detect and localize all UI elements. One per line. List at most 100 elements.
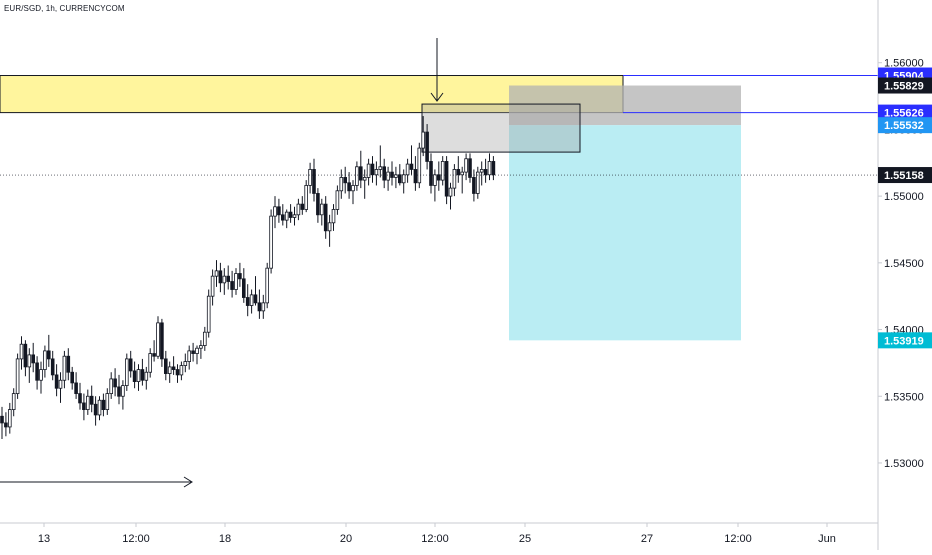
price-tick-label: 1.53000 (884, 458, 924, 470)
time-tick-label: 20 (340, 533, 352, 545)
candle (97, 396, 102, 421)
stop-loss-zone[interactable] (509, 85, 741, 126)
candle-body (50, 358, 55, 376)
candle (238, 262, 242, 287)
candle (327, 214, 332, 247)
candle (362, 169, 367, 199)
candle-body (179, 365, 184, 376)
candle (136, 364, 141, 391)
candle-body (27, 354, 32, 368)
candle (117, 374, 121, 405)
candle-body (62, 355, 67, 381)
overlay-layer (0, 38, 878, 488)
candle-body (82, 402, 86, 410)
time-tick-label: 25 (519, 533, 531, 545)
candle-body (433, 174, 437, 186)
candle (417, 142, 422, 189)
candle-body (491, 161, 496, 176)
candle (433, 169, 437, 202)
candle-body (460, 171, 464, 176)
candle (234, 268, 238, 295)
candle (144, 366, 149, 390)
candle-body (300, 203, 305, 210)
candle-body (132, 370, 137, 382)
candle-body (230, 281, 234, 290)
candle (312, 158, 316, 202)
candle-body (195, 347, 199, 354)
candle (343, 166, 347, 194)
candle (50, 350, 55, 381)
candle-body (140, 369, 145, 381)
price-label: 1.55626 (878, 104, 932, 121)
candle-body (241, 278, 246, 298)
candle-body (191, 350, 195, 354)
candle (386, 166, 390, 191)
candle-body (284, 211, 289, 221)
candle-body (273, 206, 277, 217)
price-label-text: 1.55532 (884, 120, 924, 132)
candle (331, 204, 336, 231)
candle (475, 166, 480, 199)
candle-body (483, 169, 488, 176)
candle (218, 262, 223, 293)
highlight-box[interactable] (421, 103, 581, 153)
candle-body (335, 190, 340, 210)
candle-body (89, 395, 94, 405)
candle (261, 294, 266, 319)
candle (23, 340, 28, 377)
candle-body (417, 147, 422, 184)
candle (167, 361, 172, 383)
candle-body (304, 185, 308, 210)
down-arrow-head (430, 92, 444, 102)
candle-body (374, 169, 379, 176)
candle-body (444, 161, 449, 197)
candle-body (117, 386, 121, 397)
candle-body (370, 163, 375, 176)
candle (202, 326, 207, 351)
candle (226, 265, 231, 290)
candle (452, 164, 457, 197)
candle (284, 209, 289, 229)
candle-body (214, 270, 219, 277)
candle-body (199, 345, 203, 349)
candle (358, 150, 363, 189)
candle (27, 348, 32, 383)
candle (152, 340, 156, 362)
candle-body (390, 171, 394, 178)
candle (183, 353, 188, 373)
candle (273, 196, 277, 229)
candle-body (452, 169, 457, 189)
candle-body (277, 206, 281, 216)
candle-body (183, 361, 188, 366)
candle (413, 156, 418, 191)
candle (105, 388, 110, 415)
price-label-box (878, 117, 932, 134)
candle (366, 158, 371, 186)
candle-body (397, 174, 402, 184)
candle-body (351, 185, 355, 192)
candle (390, 161, 394, 186)
time-tick-label: Jun (818, 533, 836, 545)
candle (296, 198, 301, 221)
candle-body (280, 214, 285, 221)
candle (464, 153, 468, 181)
price-label: 1.55158 (878, 167, 932, 184)
candle (405, 158, 410, 183)
candle (241, 268, 246, 303)
candle-body (7, 409, 12, 428)
candle (43, 345, 47, 378)
price-label: 1.55532 (878, 117, 932, 134)
candle-body (121, 385, 125, 397)
candle (62, 350, 67, 389)
candle (39, 361, 43, 394)
take-profit-zone[interactable] (509, 125, 741, 341)
candle (66, 348, 71, 381)
candle-body (105, 393, 110, 410)
candle-body (97, 399, 102, 416)
price-tick-label: 1.54500 (884, 258, 924, 270)
price-tick-label: 1.53500 (884, 391, 924, 403)
candle-body (265, 267, 269, 304)
candle (7, 402, 12, 434)
